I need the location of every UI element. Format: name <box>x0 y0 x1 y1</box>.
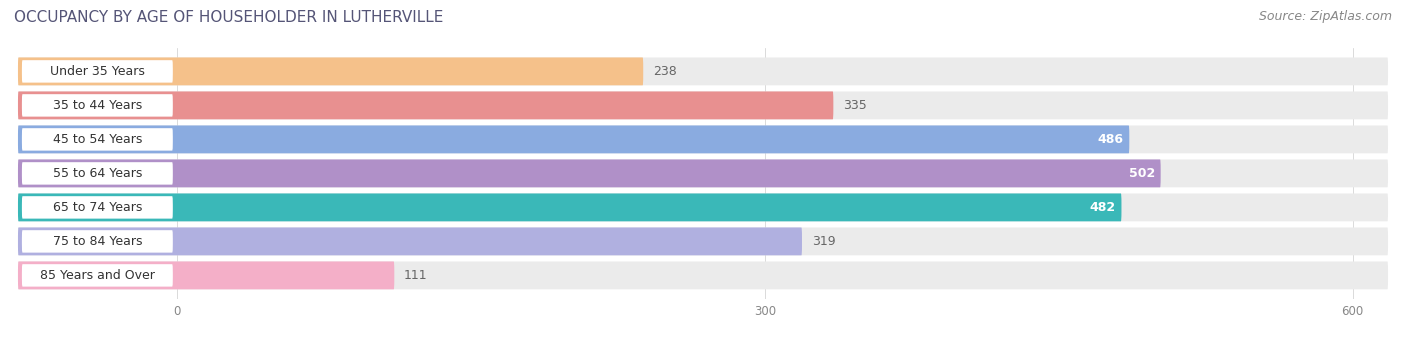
Text: 319: 319 <box>811 235 835 248</box>
FancyBboxPatch shape <box>18 125 1388 153</box>
FancyBboxPatch shape <box>18 91 1388 119</box>
Text: 65 to 74 Years: 65 to 74 Years <box>52 201 142 214</box>
Text: Under 35 Years: Under 35 Years <box>51 65 145 78</box>
Text: OCCUPANCY BY AGE OF HOUSEHOLDER IN LUTHERVILLE: OCCUPANCY BY AGE OF HOUSEHOLDER IN LUTHE… <box>14 10 443 25</box>
FancyBboxPatch shape <box>22 230 173 253</box>
FancyBboxPatch shape <box>18 57 1388 85</box>
Text: 482: 482 <box>1090 201 1115 214</box>
FancyBboxPatch shape <box>18 261 1388 289</box>
FancyBboxPatch shape <box>18 227 801 255</box>
Text: 55 to 64 Years: 55 to 64 Years <box>52 167 142 180</box>
FancyBboxPatch shape <box>22 60 173 83</box>
Text: 335: 335 <box>844 99 868 112</box>
Text: 111: 111 <box>404 269 427 282</box>
Text: Source: ZipAtlas.com: Source: ZipAtlas.com <box>1258 10 1392 23</box>
FancyBboxPatch shape <box>18 159 1161 187</box>
FancyBboxPatch shape <box>22 94 173 117</box>
FancyBboxPatch shape <box>22 264 173 287</box>
FancyBboxPatch shape <box>18 261 394 289</box>
FancyBboxPatch shape <box>18 193 1388 221</box>
FancyBboxPatch shape <box>18 125 1129 153</box>
FancyBboxPatch shape <box>18 193 1122 221</box>
FancyBboxPatch shape <box>22 196 173 219</box>
FancyBboxPatch shape <box>18 91 834 119</box>
Text: 85 Years and Over: 85 Years and Over <box>39 269 155 282</box>
Text: 35 to 44 Years: 35 to 44 Years <box>53 99 142 112</box>
Text: 486: 486 <box>1098 133 1123 146</box>
FancyBboxPatch shape <box>18 57 643 85</box>
FancyBboxPatch shape <box>18 159 1388 187</box>
Text: 45 to 54 Years: 45 to 54 Years <box>52 133 142 146</box>
Text: 502: 502 <box>1129 167 1154 180</box>
Text: 238: 238 <box>652 65 676 78</box>
Text: 75 to 84 Years: 75 to 84 Years <box>52 235 142 248</box>
FancyBboxPatch shape <box>22 128 173 151</box>
FancyBboxPatch shape <box>22 162 173 185</box>
FancyBboxPatch shape <box>18 227 1388 255</box>
